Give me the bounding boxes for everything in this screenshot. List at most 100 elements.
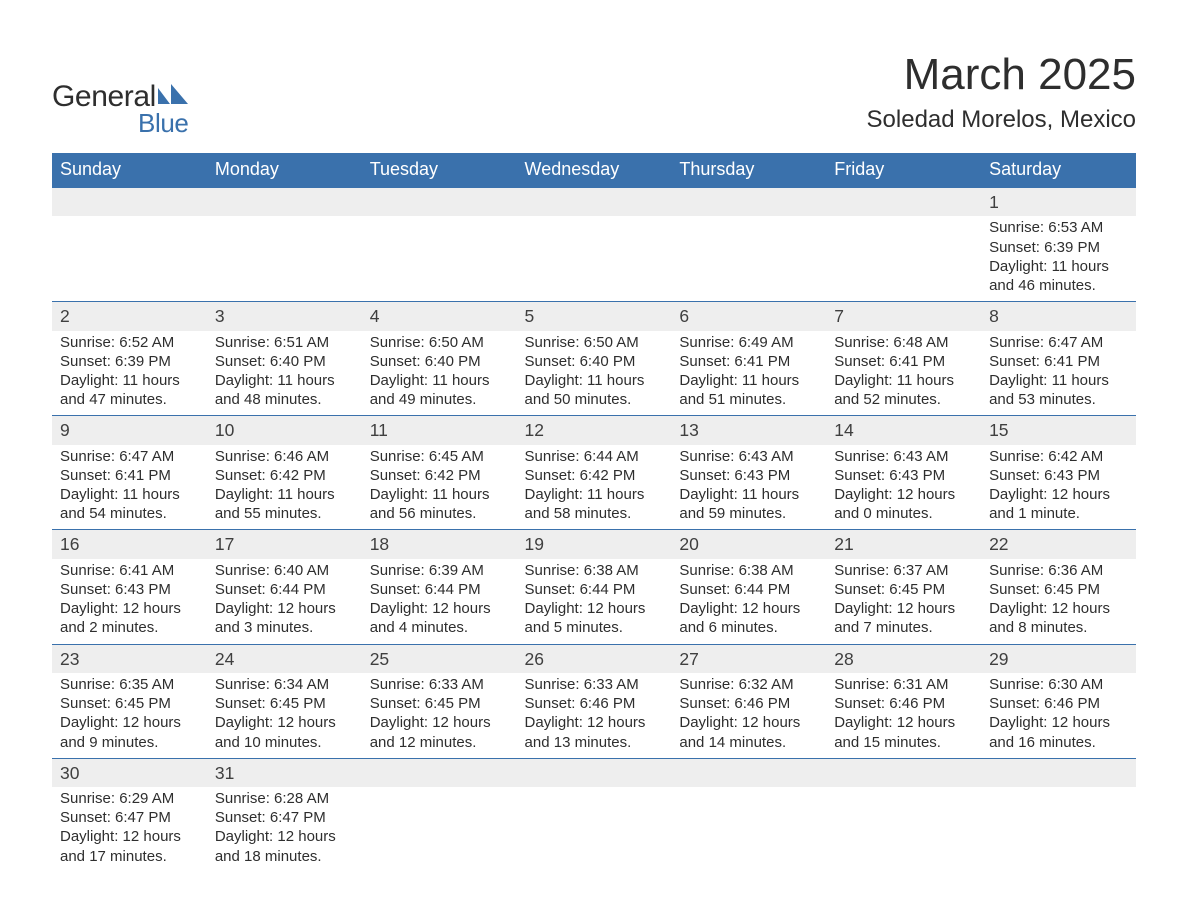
day-details: Sunrise: 6:36 AMSunset: 6:45 PMDaylight:… <box>981 559 1136 644</box>
day-details: Sunrise: 6:32 AMSunset: 6:46 PMDaylight:… <box>671 673 826 758</box>
daynum-row: 23242526272829 <box>52 644 1136 673</box>
day-number: 30 <box>52 758 207 787</box>
day-details: Sunrise: 6:50 AMSunset: 6:40 PMDaylight:… <box>517 331 672 416</box>
day-number: 22 <box>981 530 1136 559</box>
day-details: Sunrise: 6:44 AMSunset: 6:42 PMDaylight:… <box>517 445 672 530</box>
page-header: General Blue March 2025 Soledad Morelos,… <box>52 50 1136 139</box>
day-details <box>362 787 517 872</box>
day-details: Sunrise: 6:51 AMSunset: 6:40 PMDaylight:… <box>207 331 362 416</box>
day-details: Sunrise: 6:47 AMSunset: 6:41 PMDaylight:… <box>52 445 207 530</box>
daynum-row: 16171819202122 <box>52 530 1136 559</box>
day-number <box>517 188 672 217</box>
day-details: Sunrise: 6:38 AMSunset: 6:44 PMDaylight:… <box>517 559 672 644</box>
day-number: 15 <box>981 416 1136 445</box>
day-details: Sunrise: 6:48 AMSunset: 6:41 PMDaylight:… <box>826 331 981 416</box>
day-details <box>517 787 672 872</box>
day-details: Sunrise: 6:39 AMSunset: 6:44 PMDaylight:… <box>362 559 517 644</box>
day-details: Sunrise: 6:33 AMSunset: 6:46 PMDaylight:… <box>517 673 672 758</box>
col-monday: Monday <box>207 153 362 188</box>
day-details: Sunrise: 6:30 AMSunset: 6:46 PMDaylight:… <box>981 673 1136 758</box>
title-block: March 2025 Soledad Morelos, Mexico <box>867 50 1136 134</box>
logo: General Blue <box>52 80 190 139</box>
day-details <box>52 216 207 301</box>
day-number: 19 <box>517 530 672 559</box>
day-number: 4 <box>362 302 517 331</box>
day-details <box>981 787 1136 872</box>
day-number: 27 <box>671 644 826 673</box>
day-number: 1 <box>981 188 1136 217</box>
day-number: 20 <box>671 530 826 559</box>
day-number: 23 <box>52 644 207 673</box>
day-number <box>517 758 672 787</box>
day-number: 28 <box>826 644 981 673</box>
daynum-row: 2345678 <box>52 302 1136 331</box>
day-number: 14 <box>826 416 981 445</box>
day-number: 3 <box>207 302 362 331</box>
col-wednesday: Wednesday <box>517 153 672 188</box>
calendar-page: General Blue March 2025 Soledad Morelos,… <box>0 0 1188 918</box>
day-number <box>826 188 981 217</box>
col-saturday: Saturday <box>981 153 1136 188</box>
day-details: Sunrise: 6:40 AMSunset: 6:44 PMDaylight:… <box>207 559 362 644</box>
day-details: Sunrise: 6:45 AMSunset: 6:42 PMDaylight:… <box>362 445 517 530</box>
day-number: 26 <box>517 644 672 673</box>
col-sunday: Sunday <box>52 153 207 188</box>
day-number: 16 <box>52 530 207 559</box>
day-details <box>671 216 826 301</box>
day-number: 9 <box>52 416 207 445</box>
day-details: Sunrise: 6:33 AMSunset: 6:45 PMDaylight:… <box>362 673 517 758</box>
day-number <box>981 758 1136 787</box>
day-details: Sunrise: 6:42 AMSunset: 6:43 PMDaylight:… <box>981 445 1136 530</box>
day-details: Sunrise: 6:43 AMSunset: 6:43 PMDaylight:… <box>826 445 981 530</box>
day-details: Sunrise: 6:29 AMSunset: 6:47 PMDaylight:… <box>52 787 207 872</box>
day-details <box>671 787 826 872</box>
day-details: Sunrise: 6:41 AMSunset: 6:43 PMDaylight:… <box>52 559 207 644</box>
day-details: Sunrise: 6:47 AMSunset: 6:41 PMDaylight:… <box>981 331 1136 416</box>
day-number: 5 <box>517 302 672 331</box>
day-number <box>52 188 207 217</box>
col-tuesday: Tuesday <box>362 153 517 188</box>
day-number: 18 <box>362 530 517 559</box>
day-number: 29 <box>981 644 1136 673</box>
day-number: 6 <box>671 302 826 331</box>
day-number: 8 <box>981 302 1136 331</box>
details-row: Sunrise: 6:47 AMSunset: 6:41 PMDaylight:… <box>52 445 1136 530</box>
day-number: 31 <box>207 758 362 787</box>
day-number <box>207 188 362 217</box>
details-row: Sunrise: 6:41 AMSunset: 6:43 PMDaylight:… <box>52 559 1136 644</box>
day-number: 17 <box>207 530 362 559</box>
location-subtitle: Soledad Morelos, Mexico <box>867 106 1136 134</box>
day-number: 7 <box>826 302 981 331</box>
day-number <box>362 758 517 787</box>
details-row: Sunrise: 6:52 AMSunset: 6:39 PMDaylight:… <box>52 331 1136 416</box>
day-details <box>207 216 362 301</box>
day-details: Sunrise: 6:53 AMSunset: 6:39 PMDaylight:… <box>981 216 1136 301</box>
day-details: Sunrise: 6:28 AMSunset: 6:47 PMDaylight:… <box>207 787 362 872</box>
day-number: 2 <box>52 302 207 331</box>
day-details: Sunrise: 6:35 AMSunset: 6:45 PMDaylight:… <box>52 673 207 758</box>
details-row: Sunrise: 6:53 AMSunset: 6:39 PMDaylight:… <box>52 216 1136 301</box>
calendar-body: 1 Sunrise: 6:53 AMSunset: 6:39 PMDayligh… <box>52 188 1136 872</box>
day-details: Sunrise: 6:46 AMSunset: 6:42 PMDaylight:… <box>207 445 362 530</box>
day-details: Sunrise: 6:49 AMSunset: 6:41 PMDaylight:… <box>671 331 826 416</box>
day-number <box>671 188 826 217</box>
day-details: Sunrise: 6:50 AMSunset: 6:40 PMDaylight:… <box>362 331 517 416</box>
daynum-row: 1 <box>52 188 1136 217</box>
month-title: March 2025 <box>867 50 1136 100</box>
daynum-row: 9101112131415 <box>52 416 1136 445</box>
day-details <box>826 787 981 872</box>
logo-flag-icon <box>158 84 190 111</box>
day-number <box>671 758 826 787</box>
day-number: 21 <box>826 530 981 559</box>
day-details <box>517 216 672 301</box>
details-row: Sunrise: 6:35 AMSunset: 6:45 PMDaylight:… <box>52 673 1136 758</box>
calendar-table: Sunday Monday Tuesday Wednesday Thursday… <box>52 153 1136 872</box>
details-row: Sunrise: 6:29 AMSunset: 6:47 PMDaylight:… <box>52 787 1136 872</box>
col-friday: Friday <box>826 153 981 188</box>
weekday-header-row: Sunday Monday Tuesday Wednesday Thursday… <box>52 153 1136 188</box>
day-number: 24 <box>207 644 362 673</box>
day-details <box>362 216 517 301</box>
day-number: 11 <box>362 416 517 445</box>
day-details: Sunrise: 6:31 AMSunset: 6:46 PMDaylight:… <box>826 673 981 758</box>
day-number: 25 <box>362 644 517 673</box>
